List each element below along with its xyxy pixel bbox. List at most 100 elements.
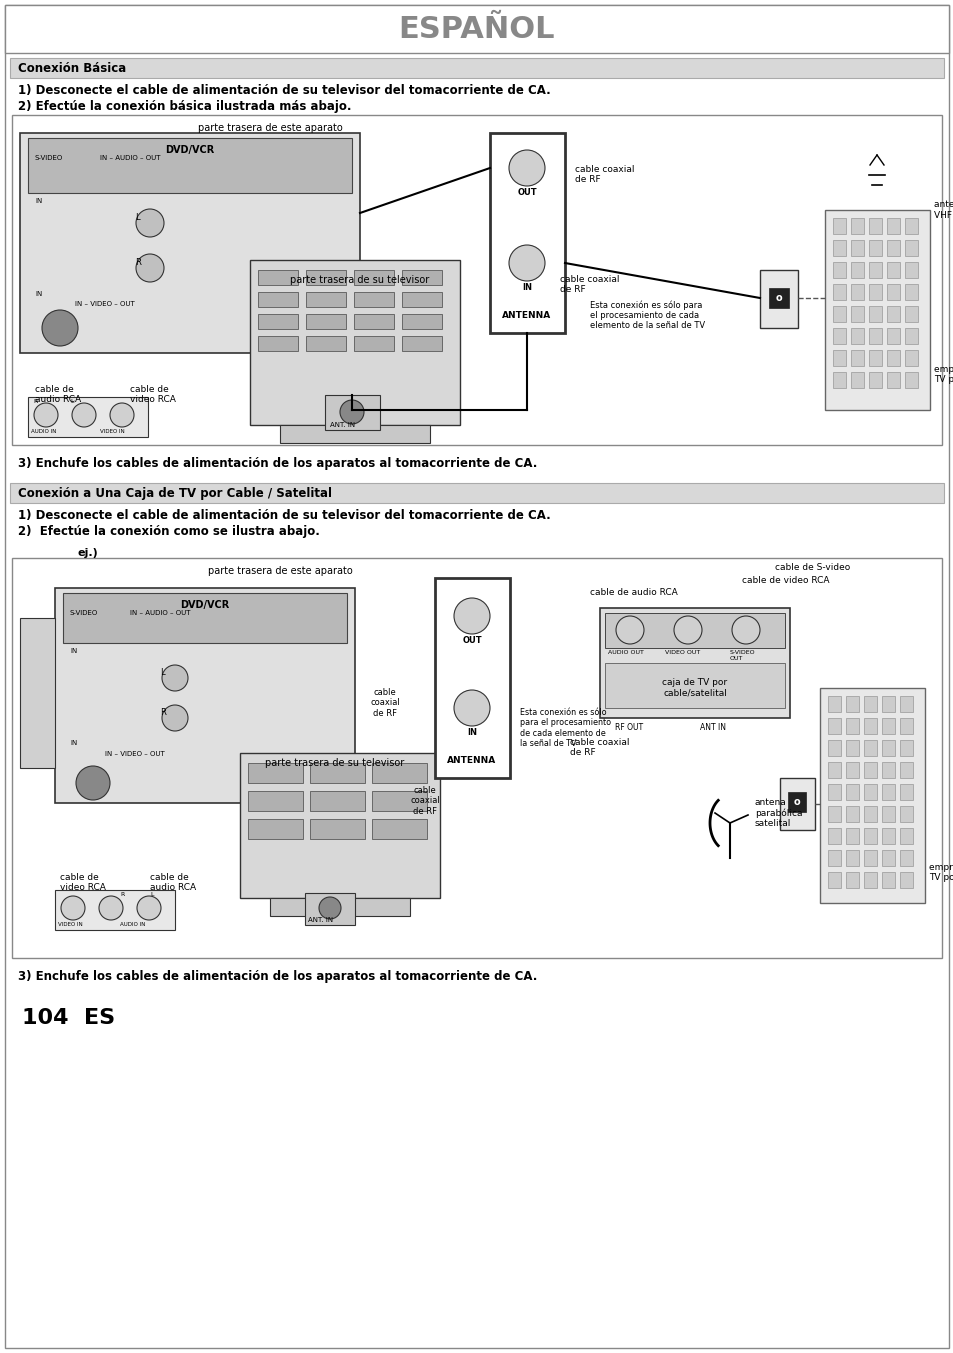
Circle shape	[99, 896, 123, 920]
Bar	[10, 58, 943, 78]
Bar	[886, 306, 899, 322]
Bar	[886, 327, 899, 344]
Bar	[832, 306, 845, 322]
Text: 2)  Efectúe la conexión como se ilustra abajo.: 2) Efectúe la conexión como se ilustra a…	[18, 525, 319, 538]
Text: Conexión a Una Caja de TV por Cable / Satelital: Conexión a Una Caja de TV por Cable / Sa…	[18, 487, 332, 499]
Bar	[899, 828, 912, 844]
Bar	[845, 806, 858, 823]
Circle shape	[339, 400, 364, 423]
Circle shape	[42, 310, 78, 346]
Text: cable de
audio RCA: cable de audio RCA	[150, 873, 196, 893]
Bar	[787, 792, 805, 812]
Circle shape	[673, 616, 701, 644]
Text: DVD/VCR: DVD/VCR	[180, 599, 230, 610]
Bar	[904, 284, 917, 300]
Circle shape	[454, 690, 490, 727]
Circle shape	[454, 598, 490, 635]
Text: IN: IN	[521, 283, 532, 292]
Bar	[882, 850, 894, 866]
Bar	[845, 762, 858, 778]
Text: DVD/VCR: DVD/VCR	[165, 145, 214, 156]
Text: caja de TV por
cable/satelital: caja de TV por cable/satelital	[661, 678, 727, 697]
Text: empresa de
TV por cable: empresa de TV por cable	[928, 863, 953, 882]
Bar	[845, 718, 858, 733]
Bar	[824, 210, 929, 410]
Bar	[886, 350, 899, 367]
Bar	[827, 718, 841, 733]
Text: cable de
video RCA: cable de video RCA	[130, 386, 175, 405]
Bar	[845, 850, 858, 866]
Text: Conexión Básica: Conexión Básica	[18, 61, 126, 74]
Bar	[354, 336, 394, 350]
Bar	[868, 284, 882, 300]
Bar	[310, 792, 365, 810]
Text: ANTENNA: ANTENNA	[447, 756, 497, 764]
Text: R: R	[33, 399, 37, 405]
Circle shape	[162, 705, 188, 731]
Bar	[863, 718, 876, 733]
Text: parte trasera de su televisor: parte trasera de su televisor	[290, 275, 429, 285]
Bar	[490, 133, 564, 333]
Bar	[863, 740, 876, 756]
Text: OUT: OUT	[461, 636, 481, 645]
Text: cable de audio RCA: cable de audio RCA	[589, 589, 677, 597]
Bar	[401, 314, 441, 329]
Bar	[401, 336, 441, 350]
Bar	[827, 871, 841, 888]
Text: IN – VIDEO – OUT: IN – VIDEO – OUT	[75, 300, 134, 307]
Bar	[868, 239, 882, 256]
Text: IN – VIDEO – OUT: IN – VIDEO – OUT	[105, 751, 165, 756]
Text: Esta conexión es sólo para
el procesamiento de cada
elemento de la señal de TV: Esta conexión es sólo para el procesamie…	[589, 300, 704, 330]
Bar	[827, 806, 841, 823]
Text: 3) Enchufe los cables de alimentación de los aparatos al tomacorriente de CA.: 3) Enchufe los cables de alimentación de…	[18, 970, 537, 984]
Bar	[354, 292, 394, 307]
Text: L: L	[160, 668, 165, 676]
Bar	[882, 783, 894, 800]
Circle shape	[110, 403, 133, 428]
Bar	[280, 425, 430, 442]
Bar	[248, 792, 303, 810]
Text: S-VIDEO: S-VIDEO	[35, 156, 63, 161]
Bar	[250, 260, 459, 425]
Bar	[863, 695, 876, 712]
Circle shape	[318, 897, 340, 919]
Bar	[850, 262, 863, 277]
Circle shape	[731, 616, 760, 644]
Text: IN: IN	[70, 648, 77, 653]
Bar	[904, 239, 917, 256]
Bar	[63, 593, 347, 643]
Bar	[780, 778, 814, 829]
Text: ANT. IN: ANT. IN	[308, 917, 333, 923]
Bar	[257, 336, 297, 350]
Text: L: L	[150, 892, 153, 897]
Bar	[832, 218, 845, 234]
Text: Esta conexión es sólo
para el procesamiento
de cada elemento de
la señal de TV: Esta conexión es sólo para el procesamie…	[519, 708, 611, 748]
Text: cable coaxial
de RF: cable coaxial de RF	[575, 165, 634, 184]
Bar	[372, 792, 427, 810]
Bar	[55, 589, 355, 802]
Text: AUDIO IN: AUDIO IN	[30, 429, 56, 434]
Circle shape	[76, 766, 110, 800]
Polygon shape	[355, 613, 435, 828]
Bar	[827, 762, 841, 778]
Text: AUDIO OUT: AUDIO OUT	[607, 649, 643, 655]
Bar	[5, 5, 948, 53]
Bar	[850, 306, 863, 322]
Circle shape	[34, 403, 58, 428]
Bar	[899, 718, 912, 733]
Bar	[257, 271, 297, 285]
Bar	[899, 806, 912, 823]
Bar	[886, 239, 899, 256]
Text: o: o	[775, 294, 781, 303]
Text: IN: IN	[35, 291, 42, 298]
Bar	[325, 395, 379, 430]
Text: L: L	[70, 399, 73, 405]
Text: R: R	[135, 258, 141, 267]
Text: empresa de
TV por cable: empresa de TV por cable	[933, 365, 953, 384]
Bar	[899, 871, 912, 888]
Bar	[899, 850, 912, 866]
Text: cable de
video RCA: cable de video RCA	[60, 873, 106, 893]
Bar	[10, 483, 943, 503]
Bar	[850, 218, 863, 234]
Text: IN: IN	[70, 740, 77, 746]
